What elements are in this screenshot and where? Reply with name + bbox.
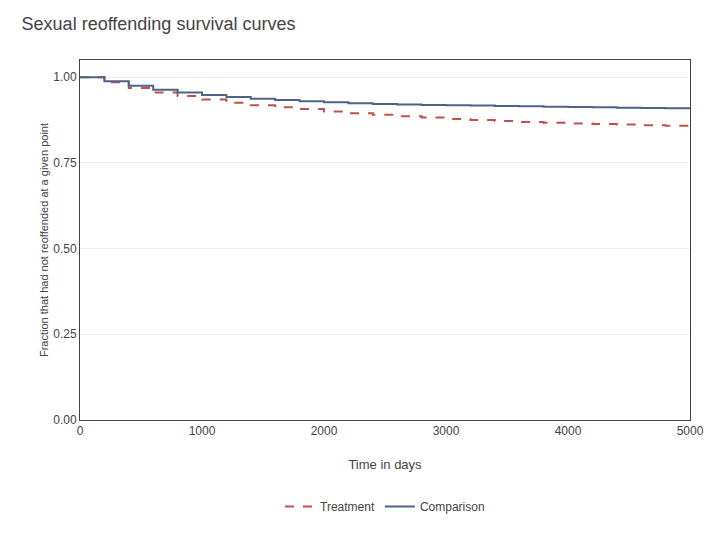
svg-text:1000: 1000 <box>189 424 216 438</box>
svg-text:3000: 3000 <box>433 424 460 438</box>
svg-text:5000: 5000 <box>677 424 704 438</box>
svg-text:Time in days: Time in days <box>348 457 422 472</box>
svg-text:Treatment: Treatment <box>320 500 375 514</box>
svg-text:0.25: 0.25 <box>53 327 77 341</box>
svg-text:1.00: 1.00 <box>53 70 77 84</box>
svg-text:0: 0 <box>77 424 84 438</box>
svg-text:2000: 2000 <box>311 424 338 438</box>
svg-text:Comparison: Comparison <box>420 500 485 514</box>
svg-text:0.75: 0.75 <box>53 156 77 170</box>
svg-text:4000: 4000 <box>555 424 582 438</box>
svg-text:0.00: 0.00 <box>53 413 77 427</box>
svg-text:Fraction that had not reoffend: Fraction that had not reoffended at a gi… <box>38 123 50 357</box>
svg-text:Sexual reoffending survival cu: Sexual reoffending survival curves <box>22 14 296 34</box>
svg-text:0.50: 0.50 <box>53 242 77 256</box>
